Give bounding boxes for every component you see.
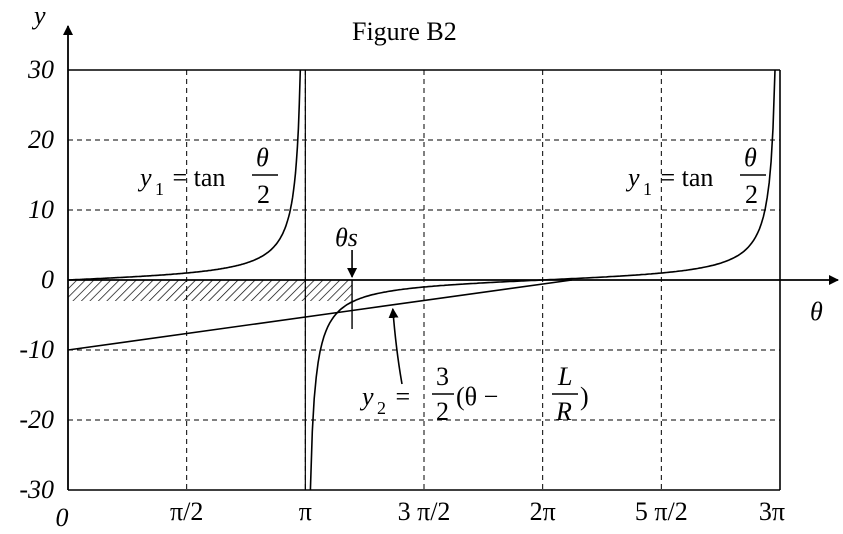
y1-left-label: y 1 = tan θ 2 bbox=[137, 143, 278, 209]
y1-right-sub: 1 bbox=[643, 179, 652, 199]
y1-left-sub: 1 bbox=[155, 179, 164, 199]
y-tick-labels: 30 20 10 0 -10 -20 -30 bbox=[19, 55, 54, 504]
y-tick-label-5: -20 bbox=[19, 405, 54, 434]
y1-left-eq: = tan bbox=[166, 163, 232, 192]
x-tick-label-2: π bbox=[299, 497, 312, 526]
y2-R: R bbox=[555, 397, 572, 426]
series-y1-right-branch bbox=[309, 69, 776, 491]
y-tick-label-4: -10 bbox=[19, 335, 54, 364]
theta-s-label: θs bbox=[335, 223, 358, 252]
shaded-region bbox=[68, 280, 353, 301]
theta-s-symbol: θs bbox=[335, 223, 358, 252]
x-tick-label-3: 3 π/2 bbox=[398, 497, 451, 526]
y-tick-label-1: 20 bbox=[28, 125, 54, 154]
y2-frac-num: 3 bbox=[436, 362, 449, 391]
y1-left-num: θ bbox=[256, 143, 269, 172]
y2-paren-open: (θ − bbox=[456, 382, 505, 411]
x-axis-label: θ bbox=[810, 297, 823, 326]
x-tick-label-0: 0 bbox=[56, 503, 69, 532]
x-tick-label-4: 2π bbox=[530, 497, 556, 526]
y1-right-den: 2 bbox=[745, 180, 758, 209]
y-tick-label-3: 0 bbox=[41, 265, 54, 294]
x-tick-label-5: 5 π/2 bbox=[635, 497, 688, 526]
y2-sub: 2 bbox=[377, 398, 386, 418]
y-axis-label: y bbox=[31, 1, 46, 30]
x-tick-labels: 0 π/2 π 3 π/2 2π 5 π/2 3π bbox=[56, 497, 786, 532]
y2-L: L bbox=[557, 362, 572, 391]
y1-right-eq: = tan bbox=[654, 163, 720, 192]
y2-var: y bbox=[359, 382, 374, 411]
y1-right-var: y bbox=[625, 163, 640, 192]
y1-right-label: y 1 = tan θ 2 bbox=[625, 143, 766, 209]
y1-left-var: y bbox=[137, 163, 152, 192]
chart-title: Figure B2 bbox=[352, 17, 457, 46]
y2-label: y 2 = 3 2 (θ − L R ) bbox=[359, 362, 589, 426]
y-tick-label-0: 30 bbox=[27, 55, 54, 84]
x-tick-label-1: π/2 bbox=[170, 497, 203, 526]
x-tick-label-6: 3π bbox=[759, 497, 785, 526]
series-y1-left-branch bbox=[68, 69, 302, 281]
y2-frac-den: 2 bbox=[436, 397, 449, 426]
y-tick-label-6: -30 bbox=[19, 475, 54, 504]
y-tick-label-2: 10 bbox=[28, 195, 54, 224]
y2-paren-close: ) bbox=[580, 382, 589, 411]
y2-label-arrow bbox=[388, 307, 403, 385]
y1-right-num: θ bbox=[744, 143, 757, 172]
y2-eq: = bbox=[389, 382, 417, 411]
y1-left-den: 2 bbox=[257, 180, 270, 209]
